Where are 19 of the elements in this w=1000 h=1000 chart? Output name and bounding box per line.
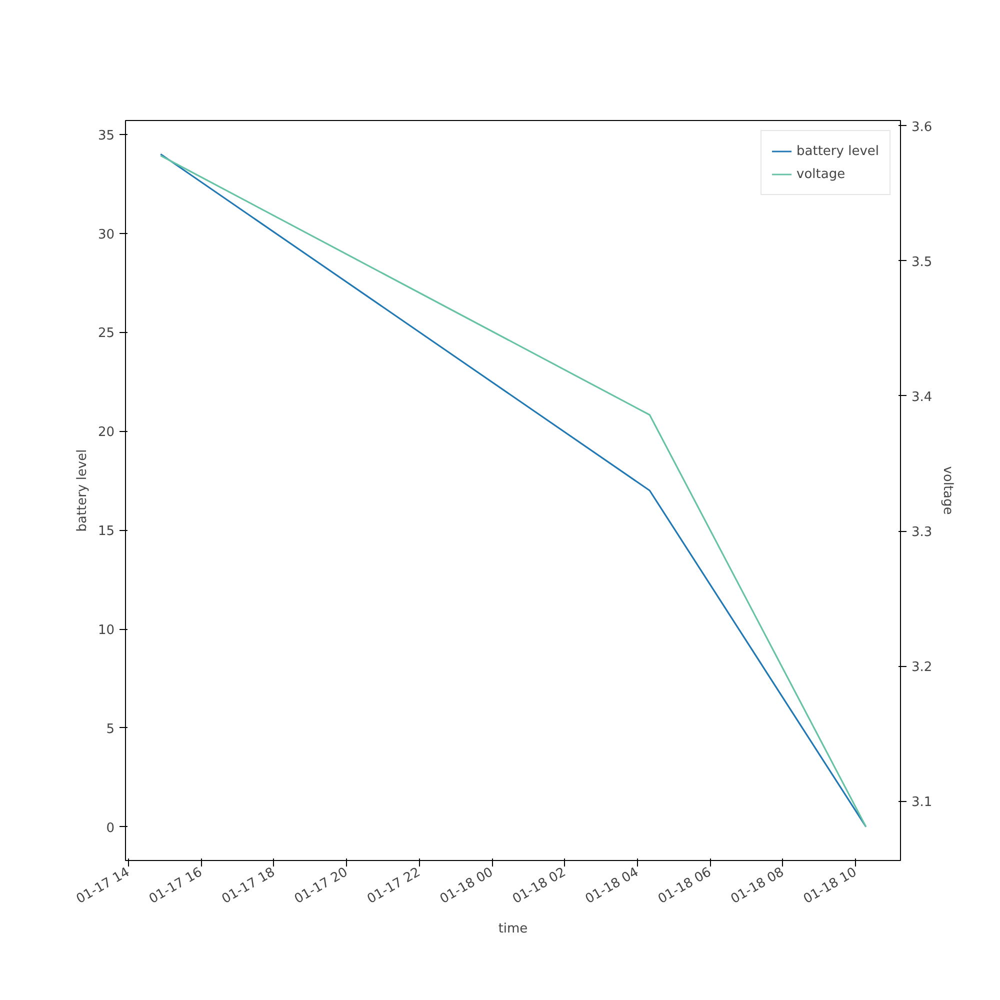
y-tick-label: 5 — [106, 722, 115, 737]
y-tick-label: 0 — [106, 820, 115, 836]
y2-tick-label: 3.5 — [912, 254, 932, 270]
legend-label: voltage — [796, 166, 846, 182]
y2-tick-label: 3.2 — [912, 660, 932, 676]
legend-label: battery level — [796, 144, 879, 158]
y-tick-label: 30 — [98, 227, 115, 242]
y2-tick-label: 3.4 — [912, 390, 932, 405]
y-tick-label: 35 — [98, 128, 115, 144]
y2-tick-label: 3.1 — [912, 795, 932, 810]
y2-tick-label: 3.6 — [912, 120, 932, 135]
y2-tick-label: 3.3 — [912, 525, 932, 540]
y-axis-title: battery level — [74, 449, 90, 532]
y2-axis-title: voltage — [940, 466, 956, 515]
y-tick-label: 15 — [98, 524, 115, 540]
y-tick-label: 20 — [98, 425, 115, 440]
y-tick-label: 25 — [98, 326, 115, 342]
y-tick-label: 10 — [98, 623, 115, 638]
x-axis-title: time — [498, 922, 528, 937]
